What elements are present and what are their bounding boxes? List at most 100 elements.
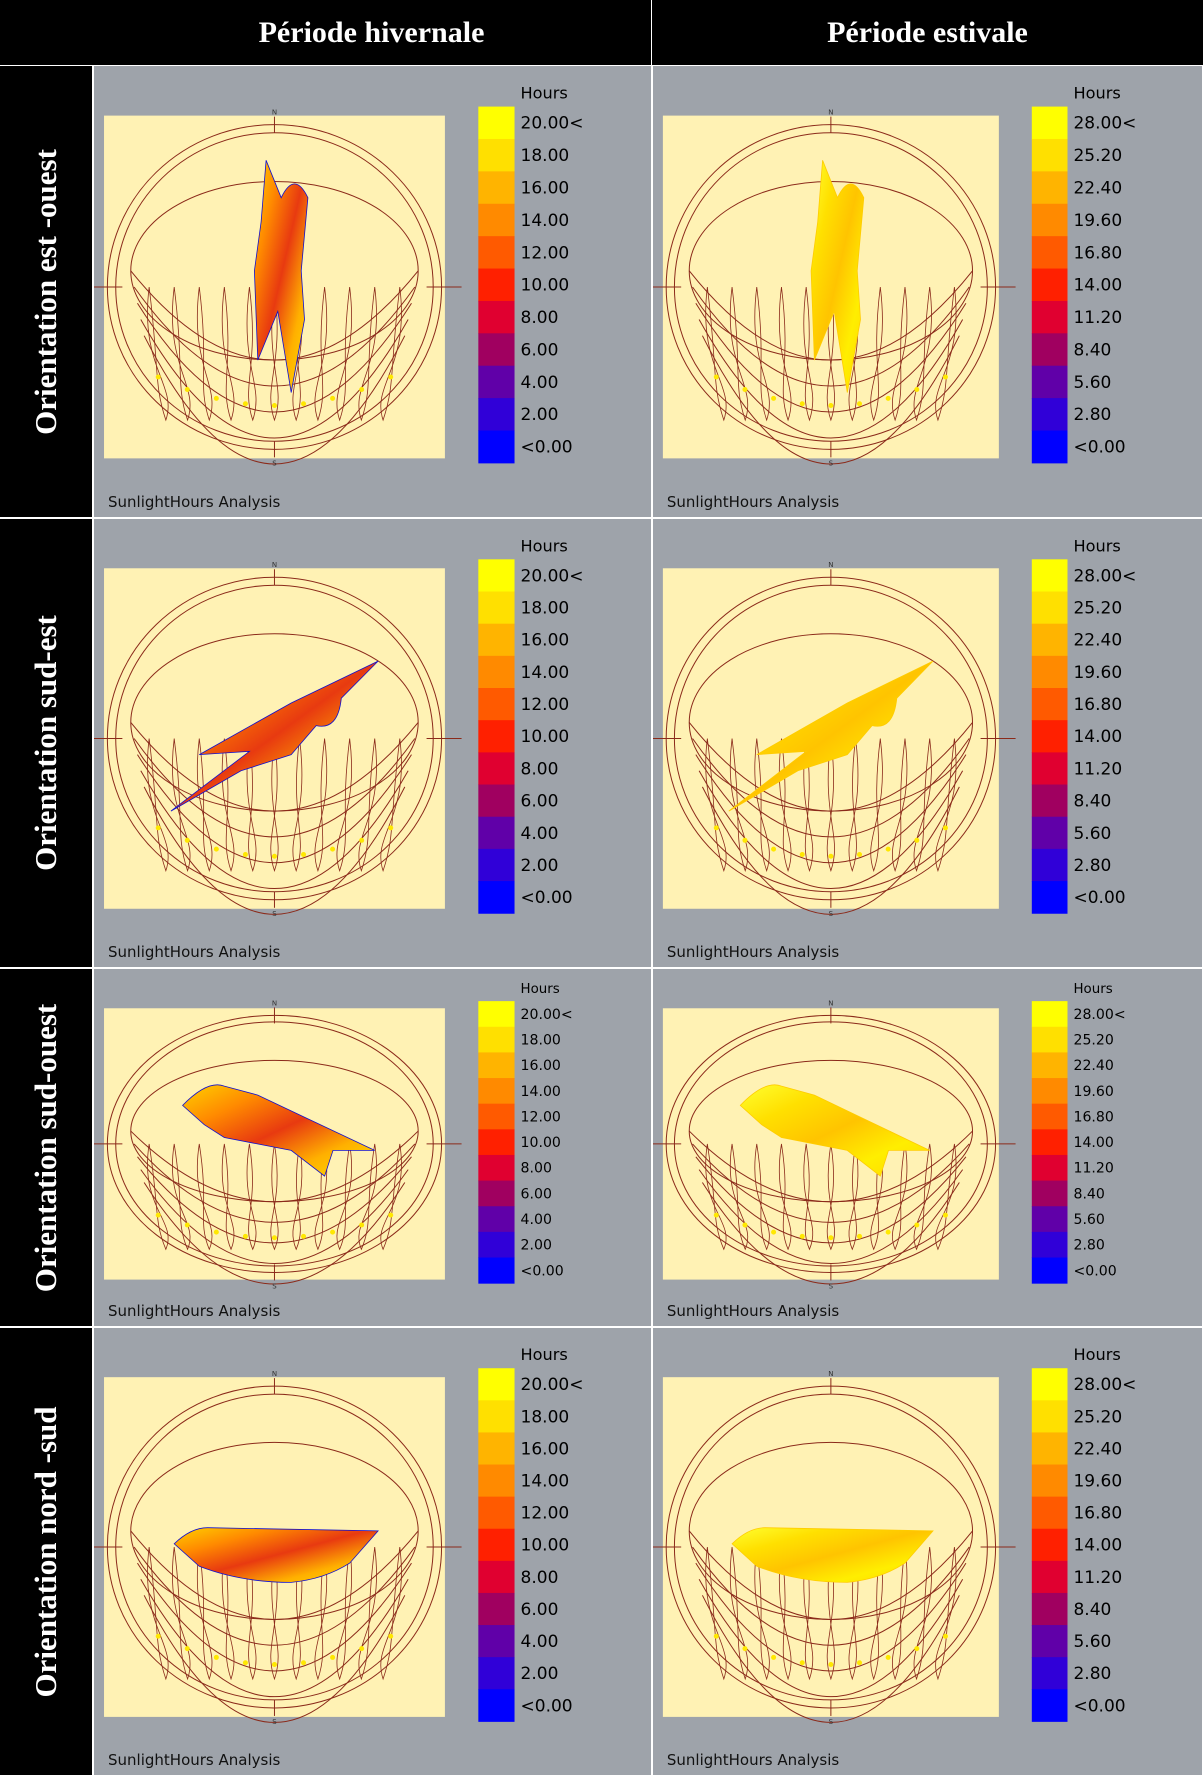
- analemma: [246, 738, 257, 873]
- analemma: [380, 286, 402, 422]
- analemma: [246, 1546, 257, 1681]
- legend-swatch: [478, 1103, 515, 1130]
- legend-swatch: [1031, 623, 1068, 657]
- legend-swatch: [478, 1464, 515, 1498]
- legend-swatch: [1031, 1078, 1068, 1105]
- legend-swatch: [478, 333, 515, 367]
- legend-title: Hours: [521, 84, 568, 103]
- legend-label: 10.00: [521, 1135, 561, 1151]
- legend-swatch: [1031, 1154, 1068, 1182]
- panel: N S Hours 28.00< 25.20 22.40 19.60 16.80 14.00 11…: [646, 66, 1202, 517]
- legend-label: 2.00: [521, 405, 559, 425]
- sun-path: [688, 722, 973, 812]
- legend-label: <0.00: [1073, 1696, 1125, 1716]
- legend-swatch: [478, 1078, 515, 1105]
- sun-dot: [914, 837, 920, 843]
- sun-dot: [885, 395, 891, 401]
- legend-label: 28.00<: [1073, 566, 1136, 586]
- analemma: [172, 1546, 191, 1681]
- north-label: N: [272, 1370, 277, 1378]
- sun-dot: [771, 1654, 777, 1660]
- legend-label: 10.00: [521, 727, 570, 747]
- sunlit-surface: [731, 1527, 934, 1583]
- legend-swatch: [478, 1154, 515, 1182]
- legend-label: 2.80: [1073, 1238, 1104, 1254]
- legend-swatch: [1031, 1180, 1068, 1207]
- sun-dot: [155, 825, 161, 831]
- sun-path: [143, 786, 406, 915]
- analemma: [891, 286, 908, 422]
- sun-path: [137, 1156, 412, 1244]
- legend-label: 14.00: [521, 663, 570, 683]
- sun-dot: [942, 825, 948, 831]
- legend-label: 4.00: [521, 824, 559, 844]
- legend-label: 11.20: [1073, 1161, 1113, 1177]
- legend-swatch: [1031, 816, 1068, 850]
- legend-swatch: [478, 752, 515, 786]
- legend-label: <0.00: [521, 1263, 564, 1279]
- sun-path: [140, 1169, 409, 1264]
- legend-swatch: [1031, 138, 1068, 172]
- sun-dot: [213, 1654, 219, 1660]
- sun-dot: [213, 1229, 219, 1235]
- legend-swatch: [478, 1689, 515, 1722]
- sun-dot: [301, 1233, 307, 1239]
- sun-dot: [799, 401, 805, 407]
- sun-path: [701, 786, 960, 915]
- legend-label: 25.20: [1073, 599, 1122, 619]
- analemma: [891, 1546, 908, 1681]
- legend-label: 5.60: [1073, 1632, 1111, 1652]
- caption: SunlightHours Analysis: [108, 1751, 280, 1769]
- legend-label: 25.20: [1073, 1033, 1113, 1049]
- analemma: [270, 1546, 279, 1681]
- analemma: [172, 1143, 191, 1251]
- column-header-text: Période hivernale: [258, 15, 485, 49]
- sunlit-surface: [170, 660, 379, 812]
- sun-dot: [184, 837, 190, 843]
- sun-path: [688, 1530, 973, 1620]
- column-header: Période hivernale: [0, 0, 651, 65]
- panel: N S Hours 20.00< 18.00 16.00 14.00 12.00 10.00 8.…: [87, 66, 651, 517]
- sun-dot: [713, 374, 719, 380]
- analemma: [826, 1546, 835, 1681]
- legend-swatch: [1031, 1560, 1068, 1594]
- analemma: [826, 1143, 835, 1251]
- sunlight-analysis: N S Hours 28.00< 25.20 22.40 19.60 16.80 14.00 11…: [646, 84, 1136, 511]
- panel: N S Hours 28.00< 25.20 22.40 19.60 16.80 14.00 11…: [646, 969, 1202, 1326]
- legend-label: 19.60: [1073, 663, 1122, 683]
- row-header: Orientation nord -sud: [0, 1328, 92, 1775]
- legend-swatch: [1031, 1464, 1068, 1498]
- legend-swatch: [478, 1026, 515, 1053]
- legend-title: Hours: [1073, 982, 1112, 997]
- legend-title: Hours: [521, 1345, 568, 1364]
- legend-swatch: [478, 138, 515, 172]
- analemma: [705, 1546, 727, 1681]
- analemma: [358, 738, 377, 873]
- legend-swatch: [1031, 203, 1068, 237]
- sunlit-surface: [182, 1084, 375, 1177]
- analemma: [729, 738, 749, 873]
- sun-path: [143, 335, 406, 465]
- analemma: [891, 1143, 908, 1251]
- legend-swatch: [478, 591, 515, 625]
- sunlit-surface: [739, 1084, 930, 1177]
- analemma: [778, 286, 792, 422]
- analemma: [358, 1546, 377, 1681]
- legend-swatch: [478, 1592, 515, 1626]
- sunlit-surface: [728, 660, 934, 812]
- legend-label: 8.40: [1073, 1600, 1111, 1620]
- sun-dot: [388, 1633, 394, 1639]
- legend-label: 8.40: [1073, 340, 1111, 360]
- sun-dot: [359, 1222, 365, 1228]
- legend-label: 2.00: [521, 1238, 552, 1254]
- legend-label: 25.20: [1073, 1407, 1122, 1427]
- analemma: [380, 1546, 402, 1681]
- legend-swatch: [1031, 1026, 1068, 1053]
- legend-label: 20.00<: [521, 1375, 584, 1395]
- sun-dot: [184, 386, 190, 392]
- analemma: [246, 1143, 257, 1251]
- legend-swatch: [1031, 784, 1068, 818]
- sun-dot: [885, 1229, 891, 1235]
- legend-label: 12.00: [521, 243, 570, 263]
- legend-swatch: [478, 300, 515, 334]
